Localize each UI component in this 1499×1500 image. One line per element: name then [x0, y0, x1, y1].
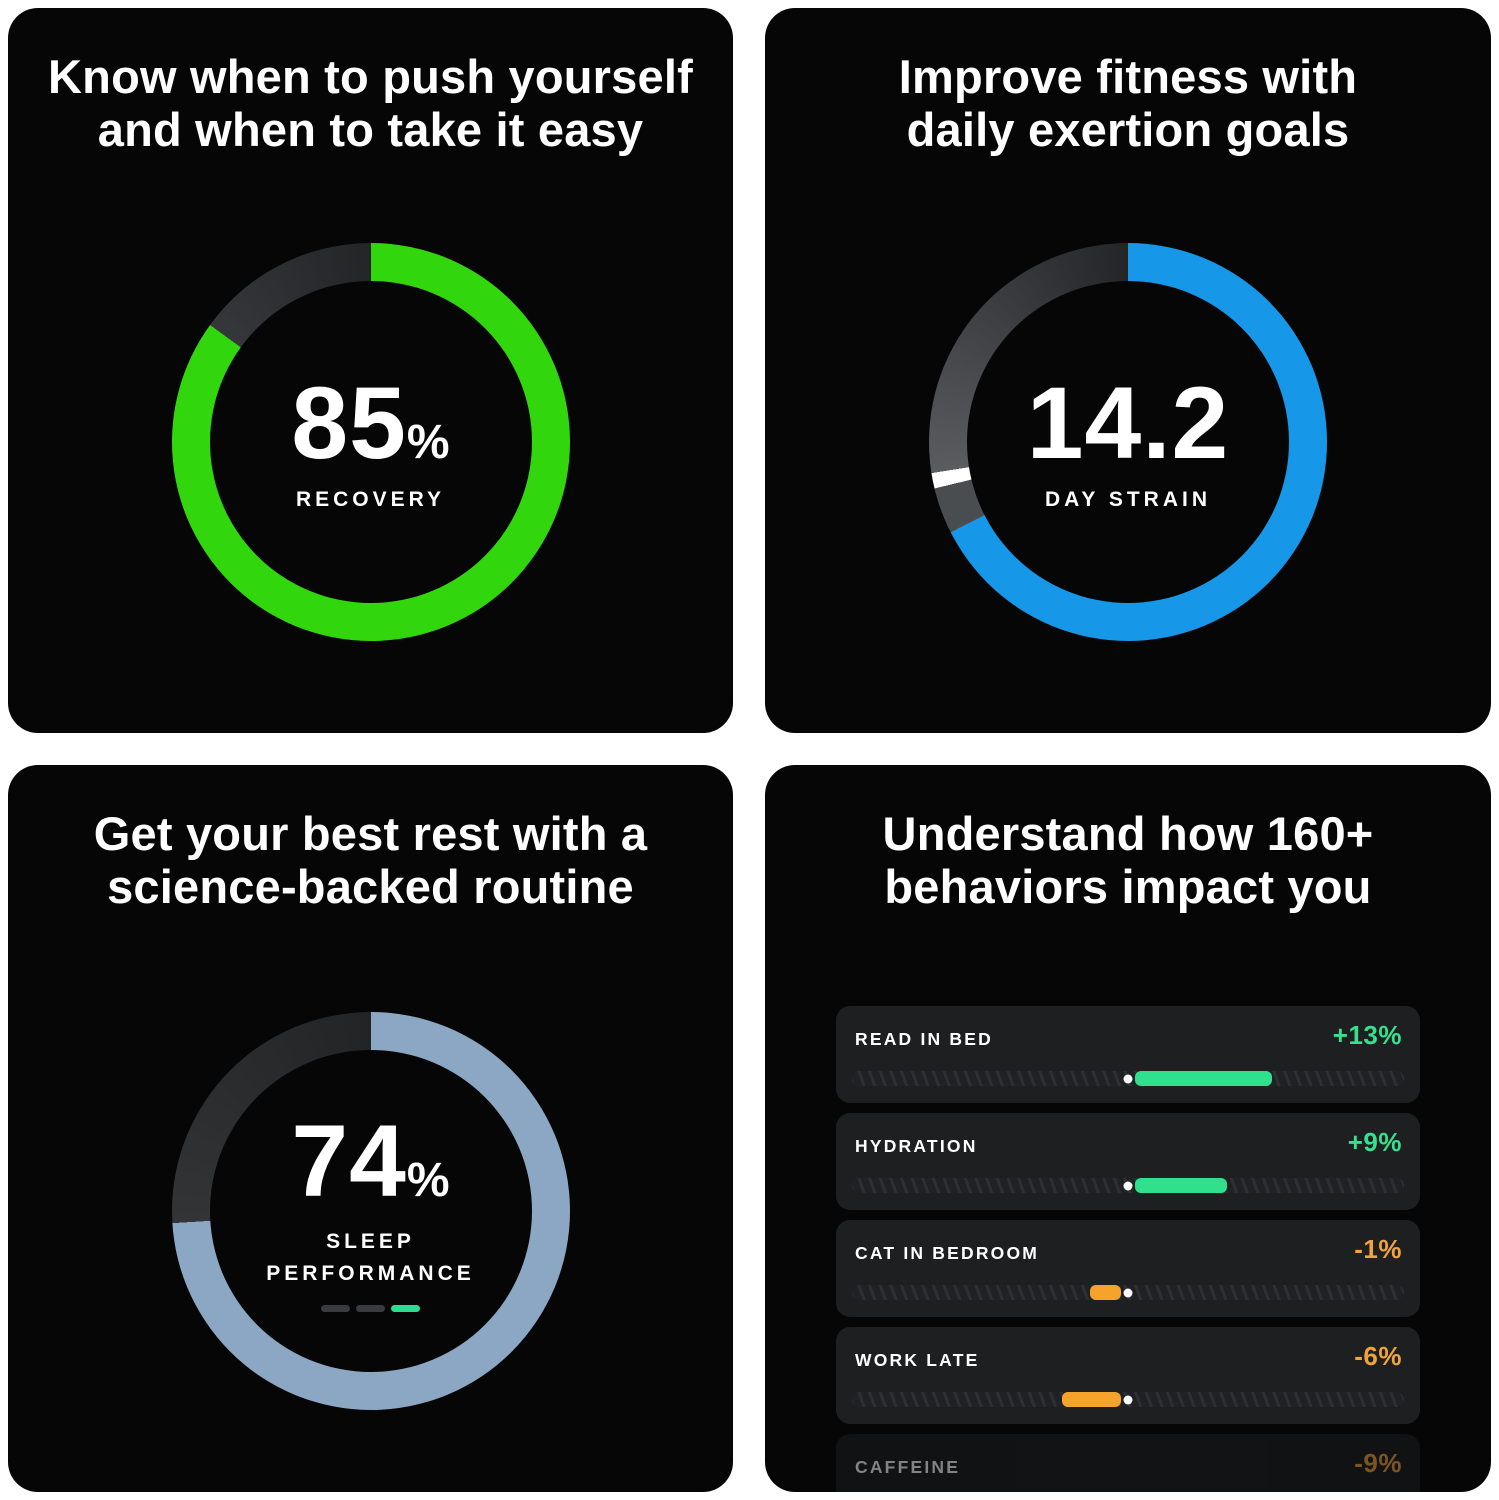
- recovery-value-unit: %: [406, 416, 450, 470]
- strain-label: DAY STRAIN: [1044, 488, 1212, 512]
- sleep-value-number: 74: [291, 1104, 407, 1219]
- recovery-label: RECOVERY: [295, 488, 446, 512]
- behavior-impact-bar: [1061, 1392, 1121, 1408]
- behavior-list: READ IN BED +13% HYDRATION +9% CAT IN BEDROO…: [836, 1006, 1420, 1492]
- sleep-heading: Get your best rest with a science-backed…: [94, 807, 647, 913]
- strain-panel: Improve fitness with daily exertion goal…: [765, 8, 1491, 733]
- sleep-label: SLEEP PERFORMANCE: [266, 1226, 475, 1289]
- behavior-card-work-late: WORK LATE -6%: [836, 1327, 1420, 1425]
- sleep-trend-segment-3: [391, 1305, 420, 1313]
- strain-ring-center: 14.2 DAY STRAIN: [929, 243, 1327, 641]
- recovery-gauge: 85% RECOVERY: [171, 243, 570, 642]
- track-baseline-dot: [1123, 1395, 1133, 1405]
- behavior-impact-track: [852, 1285, 1404, 1301]
- sleep-value-unit: %: [406, 1154, 450, 1208]
- recovery-ring-center: 85% RECOVERY: [172, 243, 570, 641]
- behavior-impact-track: [852, 1178, 1404, 1194]
- track-baseline-dot: [1123, 1074, 1133, 1084]
- behaviors-heading-line2: behaviors impact you: [884, 860, 1372, 914]
- strain-ring: [929, 243, 1327, 642]
- strain-heading-line1: Improve fitness with: [898, 50, 1358, 103]
- behaviors-heading: Understand how 160+ behaviors impact you: [883, 807, 1374, 913]
- strain-heading-line2: daily exertion goals: [906, 103, 1350, 157]
- sleep-trend-segments: [321, 1305, 420, 1313]
- sleep-ring-center: 74% SLEEP PERFORMANCE: [172, 1012, 570, 1410]
- strain-gauge: 14.2 DAY STRAIN: [929, 243, 1327, 642]
- recovery-value-number: 85: [291, 366, 407, 481]
- behaviors-panel: Understand how 160+ behaviors impact you…: [765, 765, 1491, 1492]
- sleep-label-line2: PERFORMANCE: [266, 1261, 475, 1285]
- sleep-trend-segment-2: [356, 1305, 385, 1313]
- behavior-card-cat-in-bedroom: CAT IN BEDROOM -1%: [836, 1220, 1420, 1318]
- behavior-label: HYDRATION: [855, 1136, 978, 1157]
- recovery-panel: Know when to push yourself and when to t…: [8, 8, 733, 733]
- strain-heading: Improve fitness with daily exertion goal…: [899, 50, 1357, 156]
- behavior-impact-value: -1%: [1354, 1234, 1402, 1265]
- behavior-impact-track: [852, 1392, 1404, 1408]
- recovery-value: 85%: [291, 372, 449, 474]
- track-baseline-dot: [1123, 1288, 1133, 1298]
- behavior-label: READ IN BED: [855, 1029, 993, 1050]
- strain-value: 14.2: [1026, 366, 1230, 481]
- sleep-panel: Get your best rest with a science-backed…: [8, 765, 733, 1492]
- behavior-impact-value: -6%: [1354, 1341, 1402, 1372]
- behaviors-heading-line1: Understand how 160+: [882, 807, 1374, 860]
- behavior-card-hydration: HYDRATION +9%: [836, 1113, 1420, 1211]
- behavior-label: CAT IN BEDROOM: [855, 1243, 1040, 1264]
- recovery-ring: [171, 243, 570, 642]
- behavior-card-caffeine: CAFFEINE -9%: [836, 1434, 1420, 1492]
- sleep-label-line1: SLEEP: [326, 1230, 415, 1254]
- behavior-impact-bar: [1135, 1071, 1272, 1087]
- sleep-trend-segment-1: [321, 1305, 350, 1313]
- behavior-impact-value: +13%: [1332, 1020, 1402, 1051]
- sleep-ring: [171, 1012, 570, 1411]
- behavior-card-read-in-bed: READ IN BED +13%: [836, 1006, 1420, 1104]
- sleep-value: 74%: [291, 1110, 449, 1212]
- recovery-heading-line1: Know when to push yourself: [48, 50, 693, 103]
- behavior-impact-value: -9%: [1354, 1448, 1402, 1479]
- behavior-impact-track: [852, 1071, 1404, 1087]
- behavior-impact-value: +9%: [1347, 1127, 1402, 1158]
- sleep-gauge: 74% SLEEP PERFORMANCE: [171, 1012, 570, 1411]
- recovery-heading: Know when to push yourself and when to t…: [48, 50, 693, 156]
- behavior-impact-bar: [1135, 1178, 1228, 1194]
- behavior-impact-bar: [1090, 1285, 1121, 1301]
- sleep-heading-line2: science-backed routine: [107, 860, 634, 914]
- behavior-label: CAFFEINE: [855, 1457, 961, 1478]
- behavior-label: WORK LATE: [855, 1350, 980, 1371]
- track-baseline-dot: [1123, 1181, 1133, 1191]
- recovery-heading-line2: and when to take it easy: [97, 103, 644, 157]
- sleep-heading-line1: Get your best rest with a: [93, 807, 648, 860]
